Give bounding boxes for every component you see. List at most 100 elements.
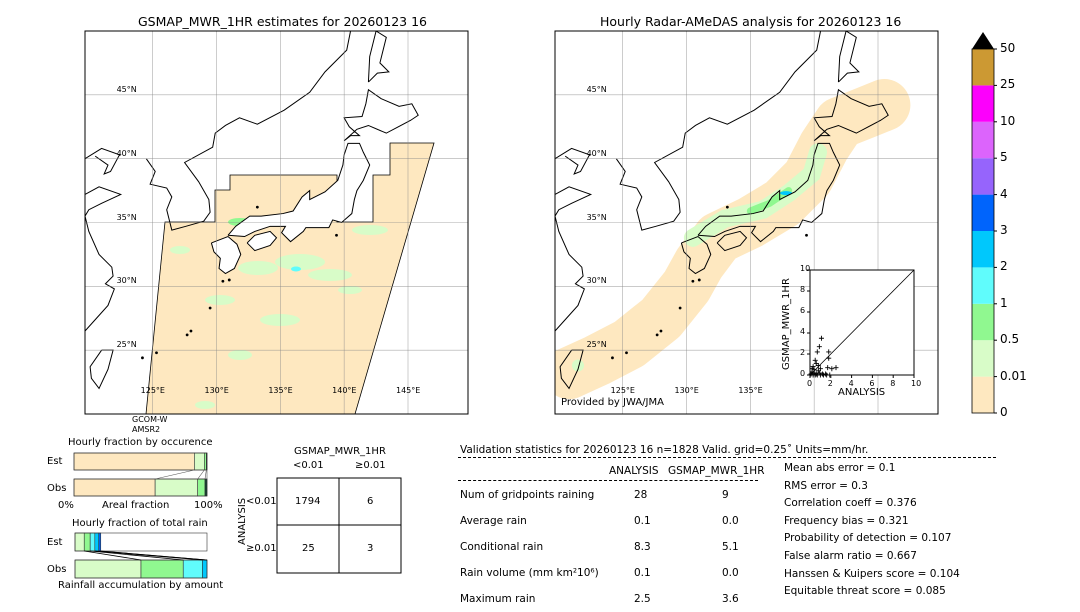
scatter-point bbox=[833, 365, 839, 371]
total-rain-obs-bar-segment bbox=[140, 559, 184, 579]
land-mask bbox=[344, 89, 419, 141]
island bbox=[141, 356, 144, 360]
coastline-korea bbox=[615, 31, 822, 231]
occurrence-title: Hourly fraction by occurence bbox=[68, 437, 213, 448]
total-rain-obs-bar-segment bbox=[182, 559, 203, 579]
rain-area-light bbox=[352, 225, 388, 235]
contingency-row-header-2: ≥0.01 bbox=[246, 543, 277, 554]
rain-area-light bbox=[338, 286, 362, 294]
colorbar-segment bbox=[972, 231, 994, 268]
latitude-label: 45°N bbox=[116, 84, 137, 94]
scatter-x-tick-label: 2 bbox=[827, 379, 833, 388]
coastline-korea bbox=[145, 31, 352, 231]
colorbar-tick-label: 2 bbox=[1000, 259, 1008, 274]
island bbox=[805, 233, 808, 237]
rain-area-light bbox=[308, 269, 352, 281]
colorbar-tick-label: 10 bbox=[1000, 113, 1016, 128]
scatter-point bbox=[826, 349, 832, 355]
contingency-col-header-1: <0.01 bbox=[293, 460, 324, 471]
latitude-label: 35°N bbox=[116, 212, 137, 222]
scatter-y-tick-label: 0 bbox=[800, 369, 806, 378]
rain-area-light bbox=[195, 401, 215, 409]
stats-row-gsmap-value: 9 bbox=[722, 489, 729, 501]
left-map bbox=[84, 30, 469, 415]
scatter-x-label: ANALYSIS bbox=[838, 387, 886, 398]
stats-score: Hanssen & Kuipers score = 0.104 bbox=[784, 567, 960, 580]
rain-area-moderate bbox=[746, 187, 793, 215]
scatter-x-tick-label: 4 bbox=[848, 379, 854, 388]
scatter-point bbox=[814, 349, 820, 355]
island bbox=[725, 205, 729, 209]
scatter-point bbox=[818, 335, 824, 341]
coastline-kyushu bbox=[210, 235, 242, 275]
stats-row-analysis-value: 8.3 bbox=[634, 541, 651, 553]
colorbar-segment bbox=[972, 340, 994, 377]
occurrence-est-bar-frame bbox=[73, 452, 208, 471]
total-rain-est-bar-segment bbox=[89, 532, 96, 552]
stats-row-label: Maximum rain bbox=[460, 593, 536, 605]
scatter-point bbox=[812, 357, 818, 363]
island bbox=[189, 329, 193, 333]
coastline-china bbox=[555, 186, 593, 332]
rain-area-light bbox=[260, 314, 300, 326]
scatter-y-tick-label: 6 bbox=[800, 306, 806, 315]
latitude-label: 30°N bbox=[586, 276, 607, 286]
latitude-label: 35°N bbox=[586, 212, 607, 222]
stats-score: Probability of detection = 0.107 bbox=[784, 532, 952, 545]
scatter-point bbox=[813, 371, 819, 377]
stats-header: Validation statistics for 20260123 16 n=… bbox=[460, 444, 869, 456]
right-map bbox=[554, 30, 939, 415]
sensor-label: AMSR2 bbox=[132, 425, 161, 434]
satellite-label: GCOM-W bbox=[132, 415, 168, 424]
scatter-point bbox=[809, 366, 815, 372]
swath-coverage bbox=[145, 142, 435, 414]
total-rain-obs-bar-segment bbox=[74, 559, 142, 579]
stats-row-analysis-value: 28 bbox=[634, 489, 648, 501]
scatter-y-tick-label: 10 bbox=[800, 264, 811, 273]
island bbox=[611, 356, 614, 360]
coastline-liaodong bbox=[555, 147, 591, 175]
stats-row-label: Conditional rain bbox=[460, 541, 544, 553]
scatter-x-tick-label: 0 bbox=[807, 379, 813, 388]
longitude-label: 140°E bbox=[332, 385, 357, 395]
stats-table-divider bbox=[458, 480, 758, 481]
scatter-point bbox=[826, 355, 832, 361]
contingency-col-title: GSMAP_MWR_1HR bbox=[294, 446, 386, 457]
contingency-col-header-2: ≥0.01 bbox=[355, 460, 386, 471]
latitude-label: 40°N bbox=[586, 148, 607, 158]
total-rain-footer: Rainfall accumulation by amount bbox=[58, 580, 224, 591]
occurrence-axis-left: 0% bbox=[58, 500, 74, 511]
contingency-cell: 25 bbox=[302, 543, 315, 554]
stats-col-gsmap: GSMAP_MWR_1HR bbox=[668, 465, 765, 477]
stats-row-gsmap-value: 5.1 bbox=[722, 541, 739, 553]
occurrence-obs-bar-segment bbox=[154, 478, 198, 497]
right-map-title: Hourly Radar-AMeDAS analysis for 2026012… bbox=[600, 14, 902, 29]
latitude-label: 30°N bbox=[116, 276, 137, 286]
land-mask bbox=[211, 236, 241, 274]
total-rain-connector bbox=[84, 550, 142, 561]
land-mask bbox=[227, 143, 370, 242]
island bbox=[697, 278, 701, 282]
total-rain-est-label: Est bbox=[47, 537, 63, 548]
colorbar-tick-label: 0.01 bbox=[1000, 368, 1027, 383]
occurrence-est-bar-segment bbox=[194, 452, 205, 471]
island bbox=[335, 233, 338, 237]
left-map-content bbox=[85, 31, 468, 414]
island bbox=[255, 205, 259, 209]
colorbar-tick-label: 4 bbox=[1000, 186, 1008, 201]
left-map-frame bbox=[84, 30, 469, 415]
occurrence-connector bbox=[155, 469, 195, 480]
rain-area-light bbox=[205, 295, 235, 305]
stats-score: RMS error = 0.3 bbox=[784, 479, 868, 492]
latitude-label: 40°N bbox=[116, 148, 137, 158]
rain-area-light bbox=[238, 261, 278, 275]
occurrence-obs-bar-segment bbox=[73, 478, 156, 497]
stats-col-analysis: ANALYSIS bbox=[609, 465, 659, 477]
island bbox=[691, 279, 695, 283]
longitude-label: 130°E bbox=[204, 385, 229, 395]
longitude-label: 125°E bbox=[140, 385, 165, 395]
right-map-content bbox=[555, 31, 938, 414]
island bbox=[678, 306, 682, 310]
stats-row-gsmap-value: 0.0 bbox=[722, 567, 739, 579]
total-rain-connector bbox=[100, 550, 208, 561]
